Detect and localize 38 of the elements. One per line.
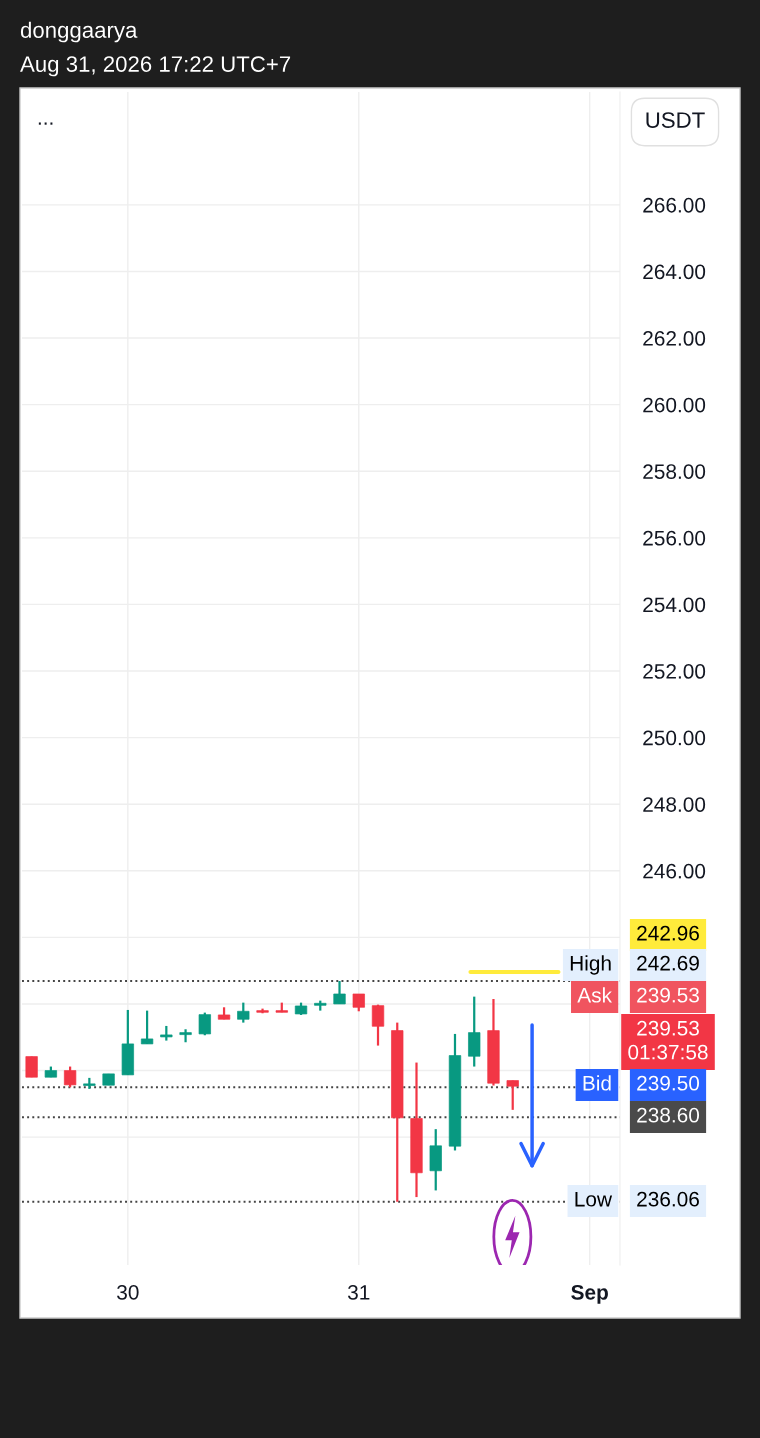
text: 242.96 xyxy=(637,925,699,941)
candlestick xyxy=(237,1001,250,1024)
y-tick-label: 252.00 xyxy=(643,664,706,679)
y-tick-label: 254.00 xyxy=(643,597,706,613)
y-tick-label: 262.00 xyxy=(643,331,706,346)
x-tick-label: Sep xyxy=(571,1284,608,1304)
y-tick-label: 248.00 xyxy=(643,797,706,812)
candlestick xyxy=(333,979,346,1006)
chart-title: donggaarya xyxy=(20,21,138,43)
annotation: Ask xyxy=(577,987,613,1003)
annotation: ... xyxy=(38,122,53,125)
text: 239.50 xyxy=(637,1075,700,1091)
y-axis-title: USDT xyxy=(646,112,705,128)
annotation: High xyxy=(570,955,611,975)
y-tick-label: 256.00 xyxy=(643,530,706,546)
text: 239.53 xyxy=(637,987,699,1003)
annotation: Bid xyxy=(583,1075,611,1091)
candlestick xyxy=(371,1003,385,1047)
y-tick-label: 266.00 xyxy=(643,197,706,213)
annotation: Low xyxy=(575,1192,613,1207)
candlestick xyxy=(468,995,481,1068)
y-tick-label: 258.00 xyxy=(643,464,706,479)
x-tick-label: 31 xyxy=(347,1284,370,1300)
text: 238.60 xyxy=(637,1107,700,1123)
candlestick xyxy=(506,1079,519,1111)
text: 242.69 xyxy=(637,955,699,971)
y-tick-label: 246.00 xyxy=(643,863,706,879)
candlestick xyxy=(63,1065,77,1089)
y-tick-label: 260.00 xyxy=(643,397,706,413)
chart-subtitle: Aug 31, 2026 17:22 UTC+7 xyxy=(20,56,291,77)
candlestick xyxy=(179,1028,192,1044)
y-tick-label: 264.00 xyxy=(643,264,706,280)
candlestick xyxy=(140,1009,154,1046)
text: 239.53 01:37:58 xyxy=(628,1020,708,1060)
x-tick-label: 30 xyxy=(117,1284,139,1300)
candlestick xyxy=(25,1055,38,1079)
y-tick-label: 250.00 xyxy=(643,730,706,746)
text: 236.06 xyxy=(637,1191,699,1207)
